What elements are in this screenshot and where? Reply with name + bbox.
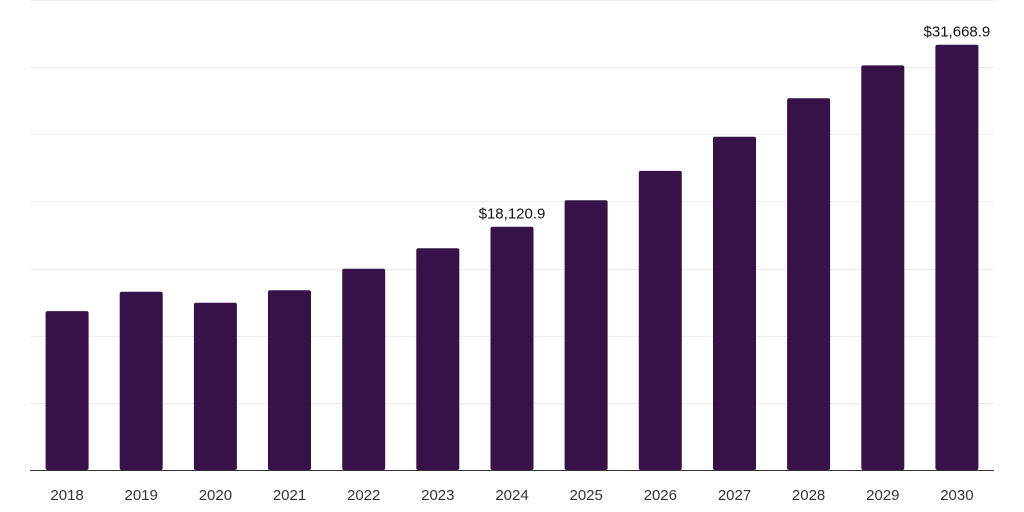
bar-2028[interactable] [787,98,831,471]
bar-2030[interactable] [935,44,979,470]
x-tick-label-2020: 2020 [199,487,232,504]
data-label-2024: $18,120.9 [479,206,546,223]
x-tick-label-2019: 2019 [125,487,158,504]
x-tick-label-2023: 2023 [421,487,454,504]
bars [45,44,979,471]
x-axis-tick-labels: 2018 2019 2020 2021 2022 2023 2024 2025 2026 2027… [50,487,973,504]
x-tick-label-2028: 2028 [792,487,825,504]
bar-2029[interactable] [861,65,905,471]
data-label-2030: $31,668.9 [924,24,991,41]
bar-2020[interactable] [193,302,237,470]
bar-2018[interactable] [45,311,89,470]
x-tick-label-2018: 2018 [50,487,83,504]
x-tick-label-2024: 2024 [495,487,528,504]
bar-2023[interactable] [416,248,460,470]
bar-2024[interactable] [490,226,534,470]
x-tick-label-2027: 2027 [718,487,751,504]
x-tick-label-2029: 2029 [866,487,899,504]
x-tick-label-2026: 2026 [644,487,677,504]
x-tick-label-2021: 2021 [273,487,306,504]
bar-2025[interactable] [564,200,608,470]
data-labels: $18,120.9 $31,668.9 [479,24,991,223]
x-tick-label-2022: 2022 [347,487,380,504]
x-tick-label-2025: 2025 [570,487,603,504]
bar-2026[interactable] [638,170,682,470]
bar-2022[interactable] [342,268,386,470]
x-tick-label-2030: 2030 [940,487,973,504]
bar-2019[interactable] [119,291,163,470]
bar-2021[interactable] [268,290,311,470]
bar-2027[interactable] [713,136,756,471]
